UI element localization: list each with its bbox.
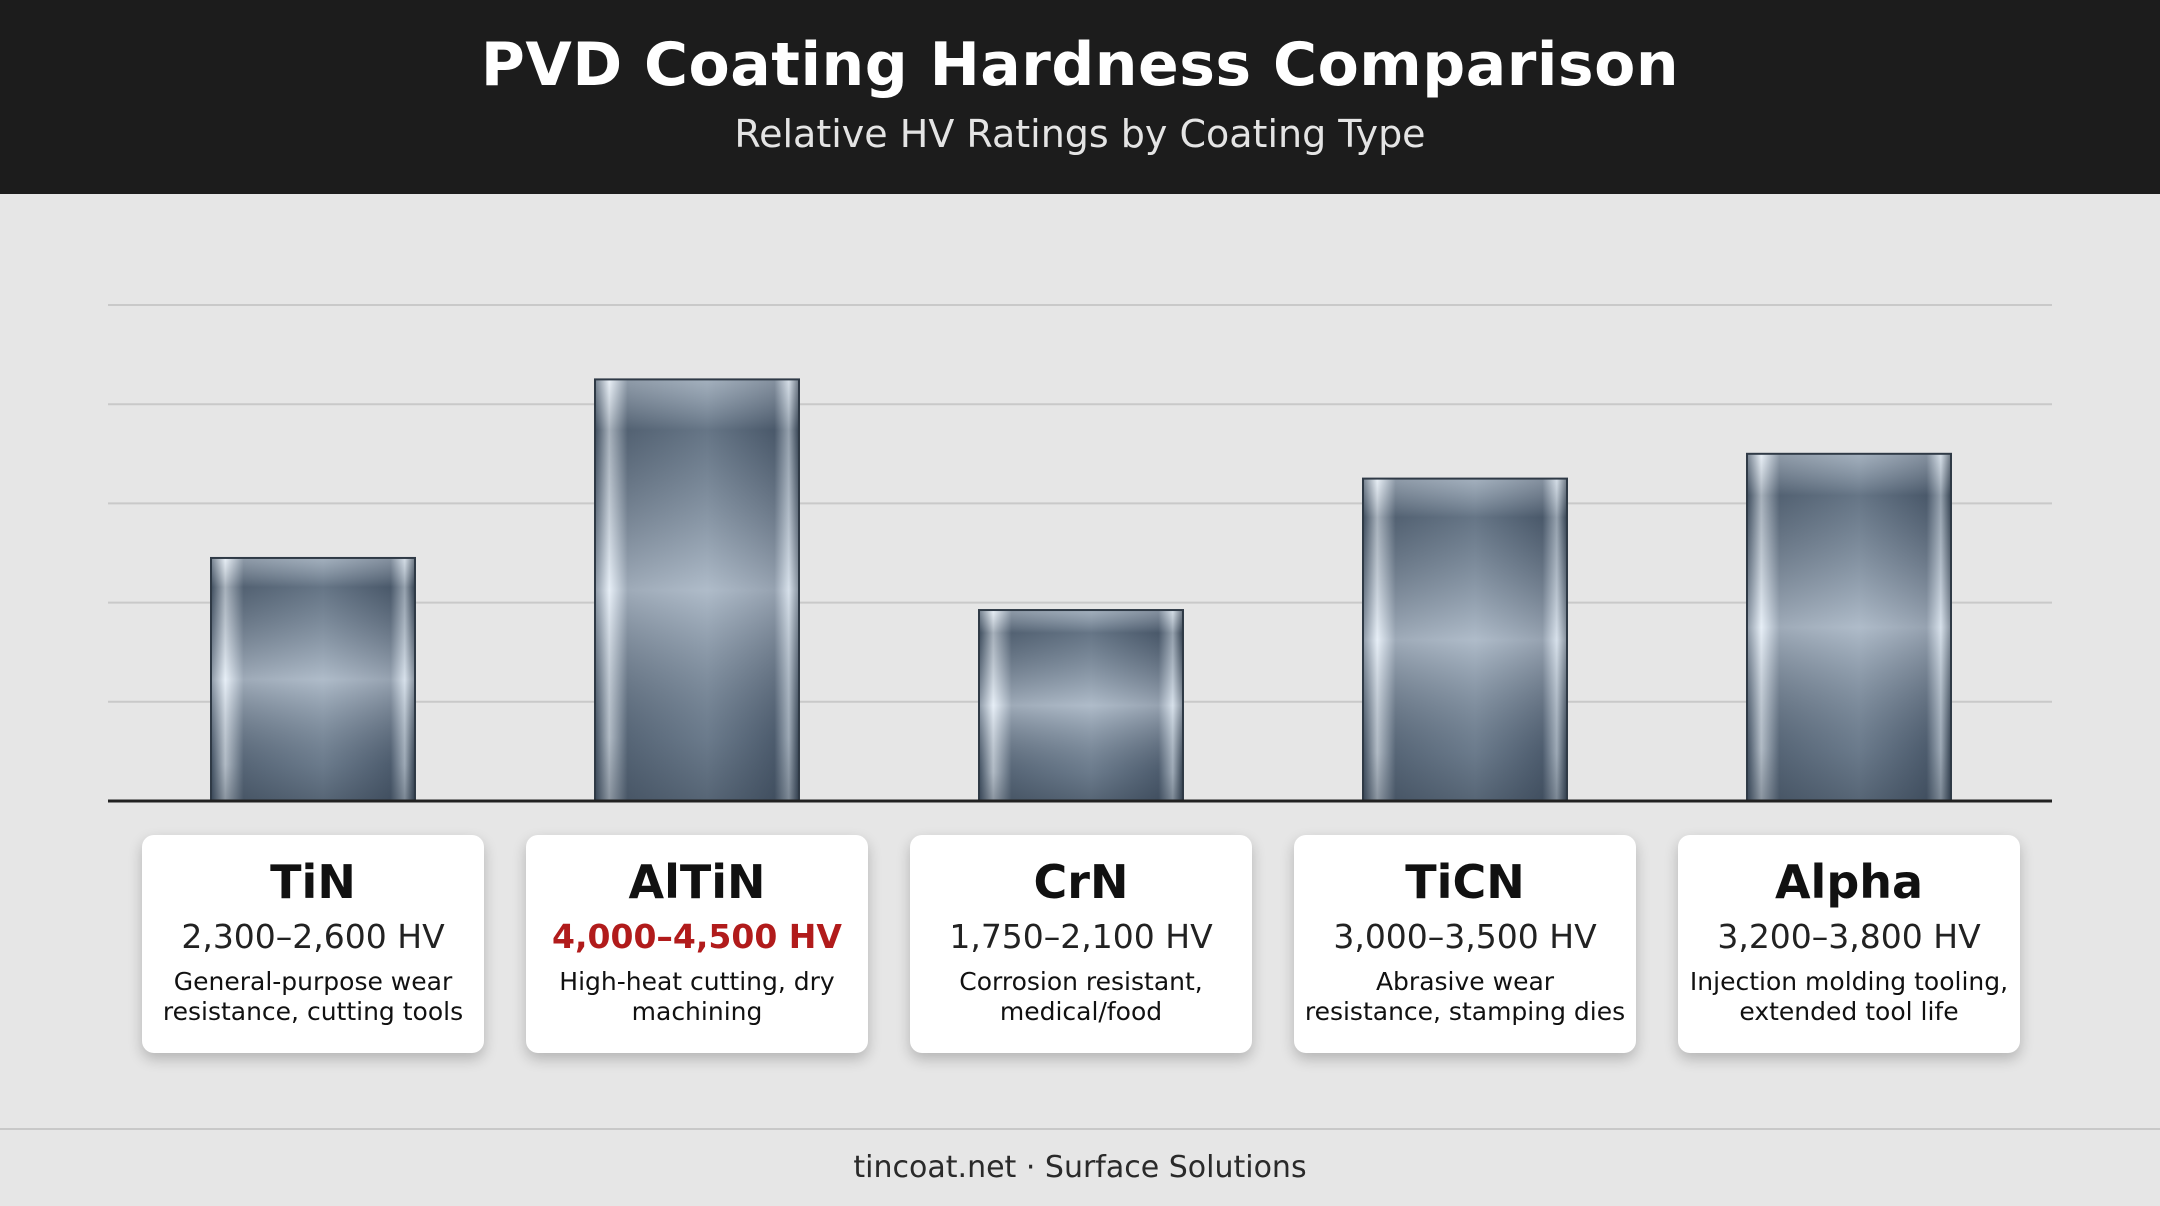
bar-altin (594, 378, 800, 802)
card-altin: AlTiN 4,000–4,500 HV High-heat cutting, dr… (526, 835, 868, 1053)
footer-text: tincoat.net · Surface Solutions (853, 1150, 1307, 1185)
bar-shine (978, 609, 1184, 803)
bar-shine (1362, 477, 1568, 802)
bar-crn (978, 609, 1184, 803)
data-label: 4,000–4,500 HV (552, 917, 842, 956)
bar-tin (210, 556, 416, 802)
data-label: 3,000–3,500 HV (1333, 917, 1597, 956)
bar-shine (1746, 452, 1952, 802)
tick-label: TiCN (1405, 855, 1525, 909)
bar-shine (210, 556, 416, 802)
tick-label: TiN (270, 855, 356, 909)
card-ticn: TiCN 3,000–3,500 HV Abrasive wear resistan… (1294, 835, 1636, 1053)
data-label: 3,200–3,800 HV (1717, 917, 1981, 956)
bar-alpha (1746, 452, 1952, 802)
chart-title: PVD Coating Hardness Comparison (480, 30, 1680, 100)
card-alpha: Alpha 3,200–3,800 HV Injection molding too… (1678, 835, 2020, 1053)
card-description: High-heat cutting, dry machining (559, 967, 835, 1026)
card-description: Abrasive wear resistance, stamping dies (1304, 967, 1626, 1026)
bar-ticn (1362, 477, 1568, 802)
bar-shine (594, 378, 800, 802)
tick-label: Alpha (1774, 855, 1924, 909)
footer-divider (0, 1128, 2160, 1130)
card-crn: CrN 1,750–2,100 HV Corrosion resistant, me… (910, 835, 1252, 1053)
data-label: 2,300–2,600 HV (181, 917, 445, 956)
chart-subtitle: Relative HV Ratings by Coating Type (734, 112, 1426, 156)
data-label: 1,750–2,100 HV (949, 917, 1213, 956)
card-description: General-purpose wear resistance, cutting… (162, 967, 464, 1026)
card-description: Corrosion resistant, medical/food (959, 967, 1203, 1026)
card-tin: TiN 2,300–2,600 HV General-purpose wear re… (142, 835, 484, 1053)
card-description: Injection molding tooling, extended tool… (1689, 967, 2009, 1026)
bar-chart (108, 304, 2052, 803)
tick-label: CrN (1033, 855, 1129, 909)
tick-label: AlTiN (628, 855, 766, 909)
header: PVD Coating Hardness Comparison Relative… (0, 0, 2160, 194)
